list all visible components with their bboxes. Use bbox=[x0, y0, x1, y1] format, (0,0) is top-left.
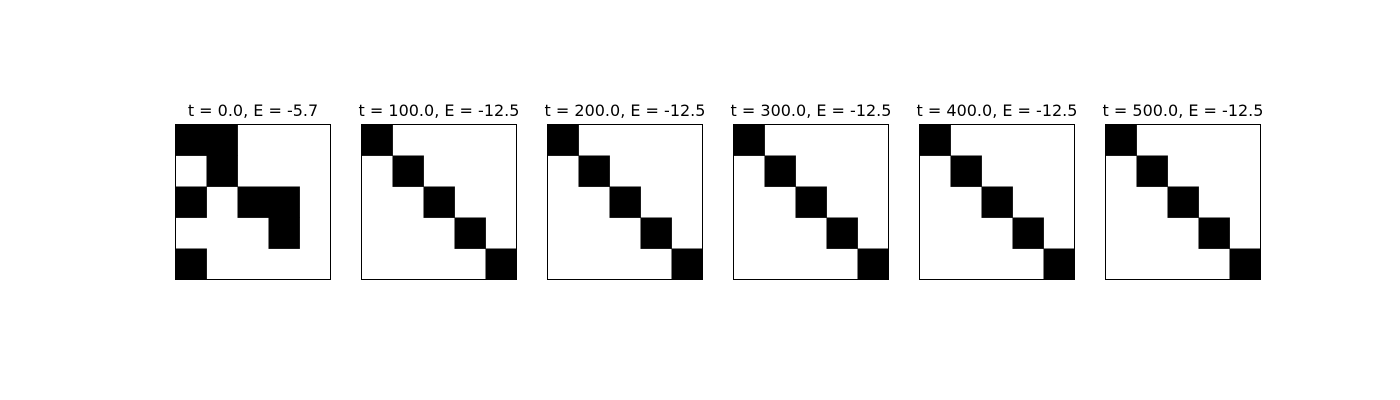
heatmap-cell bbox=[640, 217, 672, 249]
panel-title: t = 500.0, E = -12.5 bbox=[1103, 101, 1264, 120]
heatmap-cell bbox=[733, 124, 765, 156]
panel-title: t = 300.0, E = -12.5 bbox=[731, 101, 892, 120]
heatmap-cell bbox=[1043, 248, 1075, 280]
heatmap-cell bbox=[919, 124, 951, 156]
heatmap-cell bbox=[392, 155, 424, 187]
heatmap-cell bbox=[206, 155, 238, 187]
heatmap-cell bbox=[1167, 186, 1199, 218]
panel-title: t = 400.0, E = -12.5 bbox=[917, 101, 1078, 120]
heatmap-panel: t = 400.0, E = -12.5 bbox=[917, 101, 1078, 280]
heatmap-cell bbox=[950, 155, 982, 187]
heatmap-cell bbox=[1136, 155, 1168, 187]
heatmap-cell bbox=[485, 248, 517, 280]
heatmap-cell bbox=[361, 124, 393, 156]
heatmap-cell bbox=[1198, 217, 1230, 249]
heatmap-cell bbox=[454, 217, 486, 249]
heatmap-panel: t = 300.0, E = -12.5 bbox=[731, 101, 892, 280]
heatmap-panel: t = 100.0, E = -12.5 bbox=[359, 101, 520, 280]
panel-title: t = 200.0, E = -12.5 bbox=[545, 101, 706, 120]
heatmap-cell bbox=[1012, 217, 1044, 249]
heatmap-cell bbox=[175, 124, 207, 156]
panel-frame bbox=[547, 124, 703, 280]
heatmap-cell bbox=[826, 217, 858, 249]
panel-frame bbox=[175, 124, 331, 280]
heatmap-cell bbox=[547, 124, 579, 156]
heatmap-cell bbox=[795, 186, 827, 218]
heatmap-cell bbox=[175, 186, 207, 218]
panel-frame bbox=[361, 124, 517, 280]
heatmap-cell bbox=[1105, 124, 1137, 156]
heatmap-cell bbox=[671, 248, 703, 280]
panel-frame bbox=[919, 124, 1075, 280]
heatmap-cell bbox=[206, 124, 238, 156]
panels: t = 0.0, E = -5.7 t = 100.0, E = -12.5 t =… bbox=[175, 101, 1264, 280]
panel-frame bbox=[1105, 124, 1261, 280]
heatmap-cell bbox=[268, 217, 300, 249]
heatmap-cell bbox=[175, 248, 207, 280]
panel-title: t = 0.0, E = -5.7 bbox=[188, 101, 318, 120]
heatmap-cell bbox=[237, 186, 269, 218]
heatmap-cell bbox=[1229, 248, 1261, 280]
heatmap-cell bbox=[423, 186, 455, 218]
heatmap-cell bbox=[857, 248, 889, 280]
heatmap-panel: t = 200.0, E = -12.5 bbox=[545, 101, 706, 280]
heatmap-cell bbox=[764, 155, 796, 187]
heatmap-cell bbox=[609, 186, 641, 218]
panel-frame bbox=[733, 124, 889, 280]
heatmap-panel: t = 500.0, E = -12.5 bbox=[1103, 101, 1264, 280]
heatmap-cell bbox=[981, 186, 1013, 218]
panel-title: t = 100.0, E = -12.5 bbox=[359, 101, 520, 120]
heatmap-cell bbox=[578, 155, 610, 187]
heatmap-panel: t = 0.0, E = -5.7 bbox=[175, 101, 331, 280]
heatmap-cell bbox=[268, 186, 300, 218]
